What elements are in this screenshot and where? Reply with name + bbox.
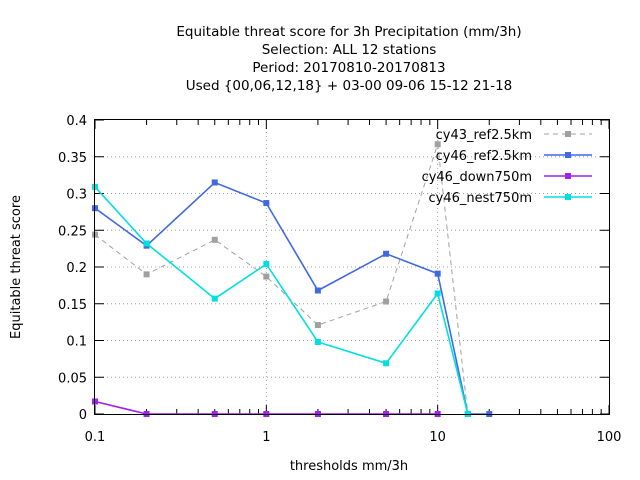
- title-line-1: Equitable threat score for 3h Precipitat…: [176, 24, 521, 40]
- x-tick-label: 0.1: [85, 430, 106, 445]
- y-tick-label: 0.3: [66, 188, 87, 203]
- y-tick-label: 0.4: [66, 114, 87, 129]
- legend-item: cy46_down750m: [422, 170, 592, 185]
- data-point: [143, 240, 150, 247]
- data-point: [434, 270, 441, 277]
- legend-marker: [565, 194, 571, 200]
- plot-frame: [94, 119, 610, 415]
- data-point: [143, 271, 150, 278]
- data-point: [314, 322, 321, 329]
- data-point: [434, 290, 441, 297]
- legend-label: cy43_ref2.5km: [436, 128, 532, 143]
- legend-label: cy46_down750m: [422, 170, 532, 185]
- title-line-3: Period: 20170810-20170813: [252, 60, 445, 76]
- y-axis-label: Equitable threat score: [9, 195, 24, 339]
- data-point: [211, 295, 218, 302]
- legend-item: cy46_ref2.5km: [436, 149, 592, 164]
- data-point: [383, 298, 390, 305]
- data-point: [263, 273, 270, 280]
- data-point: [263, 200, 270, 207]
- y-tick-label: 0.15: [58, 298, 87, 313]
- series-line: [94, 144, 469, 415]
- data-point: [211, 236, 218, 243]
- y-tick-label: 0: [79, 408, 87, 423]
- series-cy46_ref2.5km: [92, 179, 493, 417]
- data-point: [314, 287, 321, 294]
- title-line-2: Selection: ALL 12 stations: [262, 42, 437, 58]
- x-tick-label: 1: [262, 430, 270, 445]
- legend-label: cy46_ref2.5km: [436, 149, 532, 164]
- data-point: [314, 338, 321, 345]
- x-axis-label: thresholds mm/3h: [290, 459, 408, 474]
- data-point: [211, 179, 218, 186]
- x-tick-label: 100: [597, 430, 622, 445]
- y-tick-label: 0.35: [58, 151, 87, 166]
- y-tick-label: 0.25: [58, 224, 87, 239]
- legend-item: cy43_ref2.5km: [436, 128, 592, 143]
- series-line: [94, 181, 490, 415]
- x-tick-label: 10: [429, 430, 446, 445]
- axis-ticks: 0 0.05 0.1 0.15 0.2 0.25 0.3 0.35 0.4 0.1 1 10 100: [58, 114, 621, 445]
- legend-marker: [565, 131, 571, 137]
- data-point: [434, 141, 441, 148]
- data-point: [383, 360, 390, 367]
- legend-marker: [565, 152, 571, 158]
- series-cy43_ref2.5km: [92, 141, 471, 417]
- grid: [95, 120, 609, 414]
- series-line: [94, 186, 469, 415]
- data-point: [383, 250, 390, 257]
- legend: cy43_ref2.5km cy46_ref2.5km cy46_down750mc…: [422, 128, 592, 206]
- data-point: [263, 261, 270, 268]
- chart-title: Equitable threat score for 3h Precipitat…: [176, 24, 521, 94]
- legend-item: cy46_nest750m: [429, 191, 592, 206]
- y-tick-label: 0.05: [58, 371, 87, 386]
- legend-marker: [565, 173, 571, 179]
- legend-label: cy46_nest750m: [429, 191, 532, 206]
- y-tick-label: 0.2: [66, 261, 87, 276]
- y-tick-label: 0.1: [66, 335, 87, 350]
- title-line-4: Used {00,06,12,18} + 03-00 09-06 15-12 2…: [186, 78, 513, 94]
- series-cy46_nest750m: [92, 183, 471, 417]
